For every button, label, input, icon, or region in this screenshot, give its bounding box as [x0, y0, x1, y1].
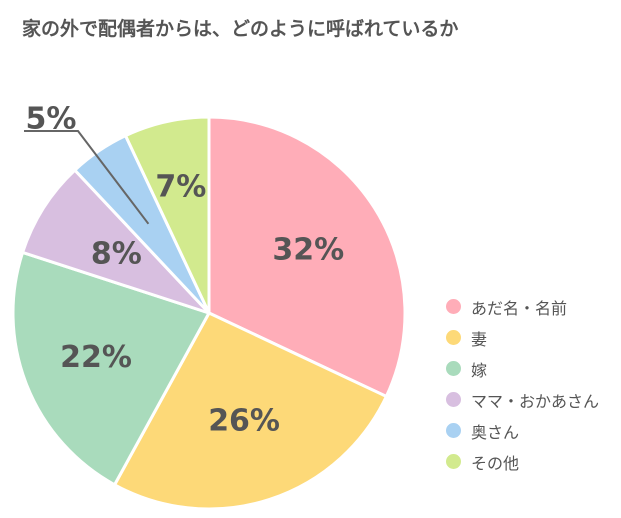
- legend-label: あだ名・名前: [471, 298, 568, 318]
- legend-swatch: [446, 454, 461, 469]
- pie-slice-1: [207, 115, 407, 398]
- legend-label: 妻: [471, 329, 488, 349]
- legend-label: 奥さん: [471, 422, 520, 442]
- slice-label-5: 5%: [26, 102, 77, 137]
- pie-labels: 32% 26% 22% 8% 5% 7%: [24, 102, 344, 439]
- legend-label: ママ・おかあさん: [471, 391, 600, 411]
- chart-title: 家の外で配偶者からは、どのように呼ばれているか: [22, 18, 459, 40]
- pie-slices: [11, 115, 407, 511]
- legend-label: 嫁: [471, 360, 488, 380]
- slice-label-4: 8%: [91, 237, 142, 272]
- legend-item: あだ名・名前: [446, 291, 599, 322]
- legend-swatch: [446, 299, 461, 314]
- slice-label-1: 32%: [272, 233, 344, 268]
- slice-label-2: 26%: [208, 404, 280, 439]
- legend-item: 奥さん: [446, 415, 599, 446]
- legend-swatch: [446, 330, 461, 345]
- legend-item: ママ・おかあさん: [446, 384, 599, 415]
- slice-label-6: 7%: [155, 169, 206, 204]
- legend: あだ名・名前妻嫁ママ・おかあさん 奥さんその他: [446, 291, 599, 477]
- legend-swatch: [446, 423, 461, 438]
- legend-label: その他: [471, 453, 520, 473]
- pie-slice-3: [11, 250, 211, 487]
- legend-swatch: [446, 361, 461, 376]
- legend-item: 嫁: [446, 353, 599, 384]
- pie-slice-4: [21, 168, 211, 315]
- leader-line: [24, 130, 150, 225]
- legend-swatch: [446, 392, 461, 407]
- slice-label-3: 22%: [60, 340, 132, 375]
- pie-slice-6: [124, 115, 211, 315]
- legend-item: その他: [446, 446, 599, 477]
- legend-item: 妻: [446, 322, 599, 353]
